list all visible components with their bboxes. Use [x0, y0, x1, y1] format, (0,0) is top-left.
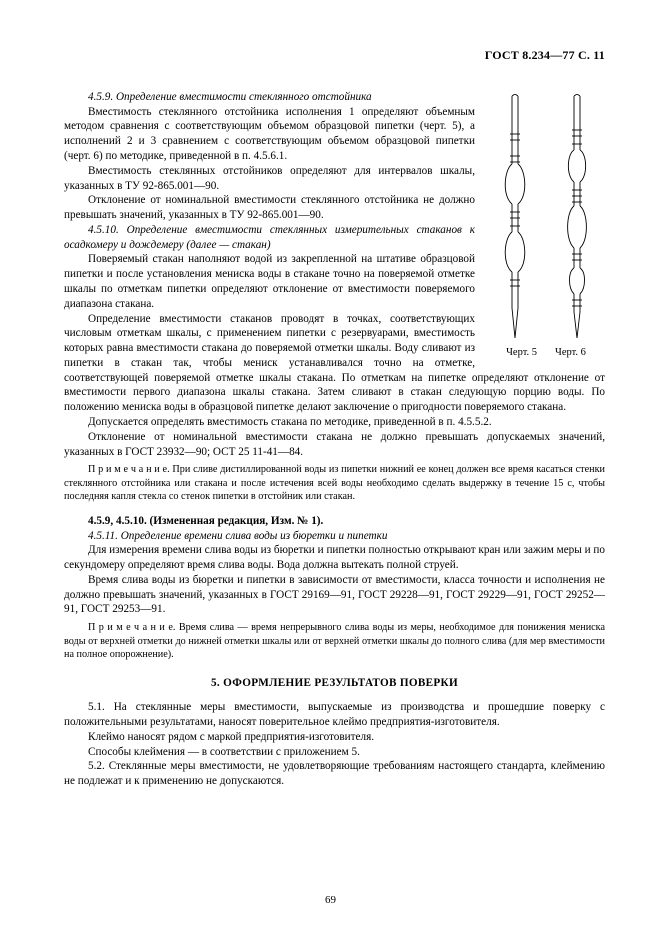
page-header: ГОСТ 8.234—77 С. 11 [64, 48, 605, 64]
page-number: 69 [0, 893, 661, 908]
p-4-5-11-title: 4.5.11. Определение времени слива воды и… [64, 529, 605, 544]
p-4-5-11-b: Время слива воды из бюретки и пипетки в … [64, 573, 605, 617]
figure-5-pipette [494, 94, 536, 340]
p-4-5-11-a: Для измерения времени слива воды из бюре… [64, 543, 605, 573]
p-5-1-a: 5.1. На стеклянные меры вместимости, вып… [64, 700, 605, 730]
p-5-1-b: Клеймо наносят рядом с маркой предприяти… [64, 730, 605, 745]
note-1: П р и м е ч а н и е. При сливе дистиллир… [64, 463, 605, 503]
figures-block: Черт. 5 Черт. 6 [487, 94, 605, 360]
p-4-5-10-c: Допускается определять вместимость стака… [64, 415, 605, 430]
p-5-1-c: Способы клеймения — в соответствии с при… [64, 745, 605, 760]
page: ГОСТ 8.234—77 С. 11 [0, 0, 661, 936]
section-5-heading: 5. ОФОРМЛЕНИЕ РЕЗУЛЬТАТОВ ПОВЕРКИ [64, 676, 605, 691]
p-4-5-10-d: Отклонение от номинальной вместимости ст… [64, 430, 605, 460]
figure-6-pipette [556, 94, 598, 340]
figure-6-label: Черт. 6 [555, 346, 586, 360]
body: Черт. 5 Черт. 6 4.5.9. Определение вмест… [64, 90, 605, 789]
p-5-2: 5.2. Стеклянные меры вместимости, не удо… [64, 759, 605, 789]
note-2: П р и м е ч а н и е. Время слива — время… [64, 621, 605, 661]
izm-line: 4.5.9, 4.5.10. (Измененная редакция, Изм… [64, 514, 605, 529]
figure-5-label: Черт. 5 [506, 346, 537, 360]
